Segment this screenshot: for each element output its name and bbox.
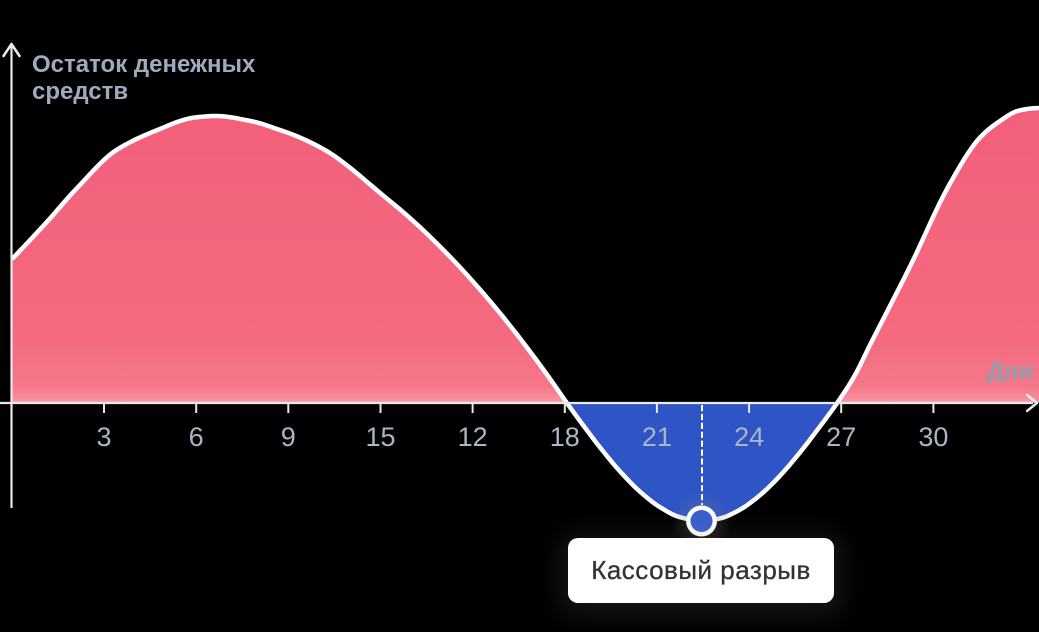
svg-text:27: 27 bbox=[826, 422, 856, 452]
svg-text:21: 21 bbox=[642, 422, 672, 452]
svg-text:12: 12 bbox=[458, 422, 488, 452]
svg-text:18: 18 bbox=[550, 422, 580, 452]
svg-text:Дни: Дни bbox=[987, 358, 1033, 385]
svg-text:15: 15 bbox=[365, 422, 395, 452]
svg-text:9: 9 bbox=[281, 422, 296, 452]
svg-text:3: 3 bbox=[96, 422, 111, 452]
svg-text:24: 24 bbox=[734, 422, 764, 452]
svg-text:30: 30 bbox=[918, 422, 948, 452]
svg-text:6: 6 bbox=[189, 422, 204, 452]
